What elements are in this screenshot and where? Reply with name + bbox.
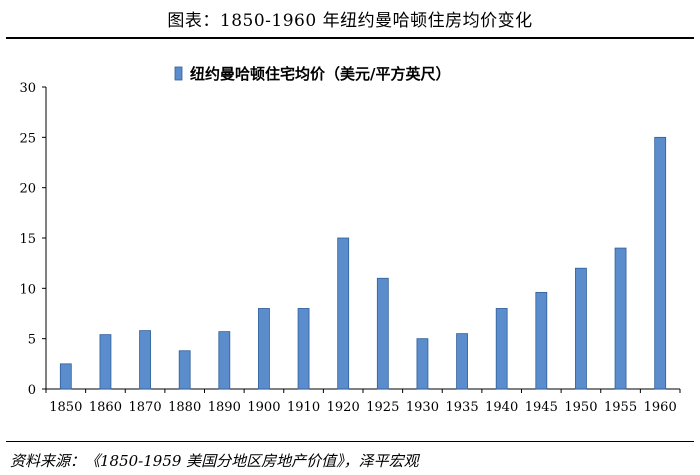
- y-tick-label: 5: [28, 333, 36, 348]
- bar: [535, 291, 548, 390]
- bar: [297, 308, 310, 390]
- bar: [575, 267, 587, 390]
- bar: [59, 363, 72, 390]
- bar: [416, 338, 429, 390]
- x-tick-label: 1960: [644, 400, 677, 415]
- bar: [614, 247, 627, 390]
- x-tick-label: 1910: [287, 400, 320, 415]
- x-tick-label: 1950: [564, 400, 597, 415]
- bar: [337, 237, 350, 390]
- bar: [218, 331, 231, 390]
- x-tick-label: 1900: [247, 400, 280, 415]
- y-tick-label: 25: [19, 131, 36, 146]
- bottom-rule: [6, 441, 694, 442]
- figure-title: 图表：1850-1960 年纽约曼哈顿住房均价变化: [167, 11, 533, 31]
- bar: [654, 136, 667, 390]
- x-tick-label: 1940: [485, 400, 518, 415]
- chart-axes: 0 5 10 15 20 25 30 1850 1860 1870 1880 1890 1900 1910…: [19, 81, 681, 415]
- x-tick-label: 1935: [446, 400, 479, 415]
- legend-label: 纽约曼哈顿住宅均价（美元/平方英尺）: [190, 65, 450, 83]
- x-tick-label: 1860: [89, 400, 122, 415]
- top-rule: [6, 37, 694, 39]
- x-tick-label: 1880: [168, 400, 201, 415]
- bar: [139, 330, 151, 390]
- bar-chart: 0 5 10 15 20 25 30 1850 1860 1870 1880 1890 1900 1910…: [19, 65, 681, 415]
- bar: [99, 334, 112, 390]
- x-tick-label: 1920: [327, 400, 360, 415]
- x-tick-label: 1850: [49, 400, 82, 415]
- bar: [258, 308, 270, 390]
- y-tick-label: 15: [19, 232, 36, 247]
- x-tick-label: 1945: [525, 400, 558, 415]
- x-tick-label: 1890: [208, 400, 241, 415]
- chart-legend: 纽约曼哈顿住宅均价（美元/平方英尺）: [174, 65, 450, 83]
- x-tick-label: 1870: [129, 400, 162, 415]
- y-tick-label: 30: [19, 81, 36, 96]
- source-note: 资料来源：《1850-1959 美国分地区房地产价值》，泽平宏观: [10, 452, 419, 470]
- legend-swatch: [174, 66, 183, 81]
- y-tick-label: 0: [28, 383, 36, 398]
- chart-bars: [59, 136, 667, 390]
- bar: [495, 308, 508, 390]
- bar: [456, 333, 468, 390]
- bar: [178, 350, 191, 390]
- y-tick-label: 10: [19, 282, 36, 297]
- y-tick-label: 20: [19, 182, 36, 197]
- x-tick-label: 1955: [604, 400, 637, 415]
- x-tick-label: 1930: [406, 400, 439, 415]
- bar: [376, 277, 389, 390]
- x-tick-label: 1925: [366, 400, 399, 415]
